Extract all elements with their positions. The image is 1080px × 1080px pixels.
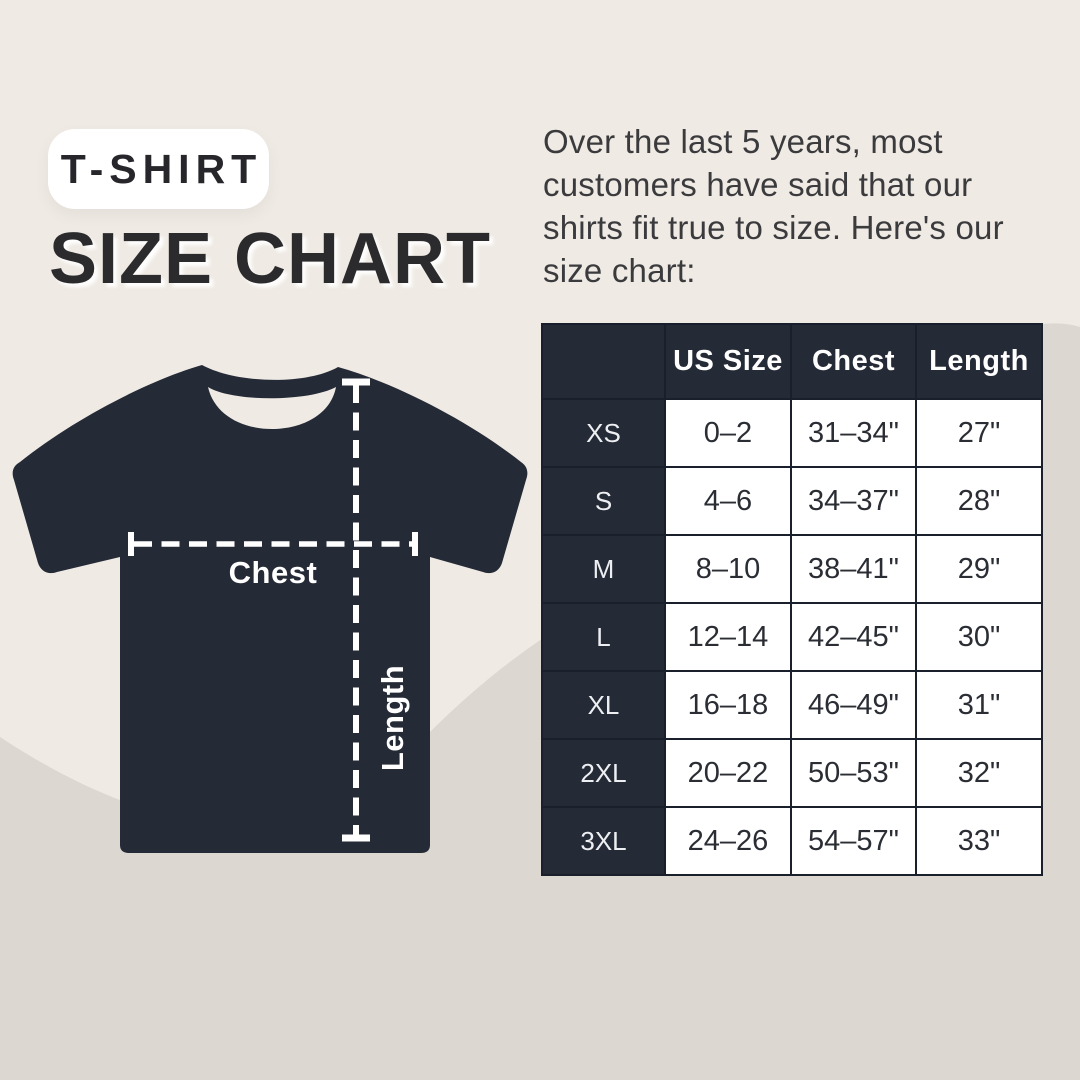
length-value: 32" — [915, 738, 1043, 808]
tshirt-illustration: Chest Length — [12, 365, 528, 853]
us-size-value: 0–2 — [664, 398, 792, 468]
size-label: 2XL — [541, 738, 666, 808]
us-size-value: 16–18 — [664, 670, 792, 740]
intro-line: shirts fit true to size. Here's our — [543, 209, 1004, 246]
chest-value: 38–41" — [790, 534, 917, 604]
size-chart-table: US Size Chest Length XS 0–2 31–34" 27" S… — [541, 323, 1043, 876]
chest-value: 42–45" — [790, 602, 917, 672]
chest-value: 54–57" — [790, 806, 917, 876]
table-header-row: US Size Chest Length — [541, 323, 1043, 400]
tshirt-silhouette — [12, 365, 528, 853]
table-row: 2XL 20–22 50–53" 32" — [541, 738, 1043, 808]
tshirt-badge-label: T-SHIRT — [60, 145, 263, 192]
size-label: XL — [541, 670, 666, 740]
tshirt-neck-opening — [208, 387, 336, 429]
length-value: 31" — [915, 670, 1043, 740]
size-label: XS — [541, 398, 666, 468]
length-value: 33" — [915, 806, 1043, 876]
table-row: XS 0–2 31–34" 27" — [541, 398, 1043, 468]
intro-paragraph: Over the last 5 years, most customers ha… — [543, 120, 1004, 292]
size-label: M — [541, 534, 666, 604]
column-header-us-size: US Size — [664, 323, 792, 400]
table-row: L 12–14 42–45" 30" — [541, 602, 1043, 672]
length-value: 29" — [915, 534, 1043, 604]
intro-line: size chart: — [543, 252, 696, 289]
table-corner-cell — [541, 323, 666, 400]
table-row: XL 16–18 46–49" 31" — [541, 670, 1043, 740]
table-row: M 8–10 38–41" 29" — [541, 534, 1043, 604]
chest-value: 50–53" — [790, 738, 917, 808]
chest-value: 31–34" — [790, 398, 917, 468]
chest-label: Chest — [229, 555, 318, 590]
column-header-length: Length — [915, 323, 1043, 400]
us-size-value: 4–6 — [664, 466, 792, 536]
us-size-value: 20–22 — [664, 738, 792, 808]
length-value: 27" — [915, 398, 1043, 468]
size-label: S — [541, 466, 666, 536]
length-label: Length — [375, 665, 410, 771]
tshirt-badge: T-SHIRT — [48, 129, 269, 209]
size-label: 3XL — [541, 806, 666, 876]
length-value: 28" — [915, 466, 1043, 536]
intro-line: Over the last 5 years, most — [543, 123, 943, 160]
us-size-value: 12–14 — [664, 602, 792, 672]
page-title: SIZE CHART — [49, 219, 491, 299]
intro-line: customers have said that our — [543, 166, 973, 203]
column-header-chest: Chest — [790, 323, 917, 400]
us-size-value: 8–10 — [664, 534, 792, 604]
tshirt-diagram: Chest Length — [0, 350, 540, 890]
length-value: 30" — [915, 602, 1043, 672]
table-row: 3XL 24–26 54–57" 33" — [541, 806, 1043, 876]
chest-value: 46–49" — [790, 670, 917, 740]
us-size-value: 24–26 — [664, 806, 792, 876]
chest-value: 34–37" — [790, 466, 917, 536]
size-label: L — [541, 602, 666, 672]
table-row: S 4–6 34–37" 28" — [541, 466, 1043, 536]
